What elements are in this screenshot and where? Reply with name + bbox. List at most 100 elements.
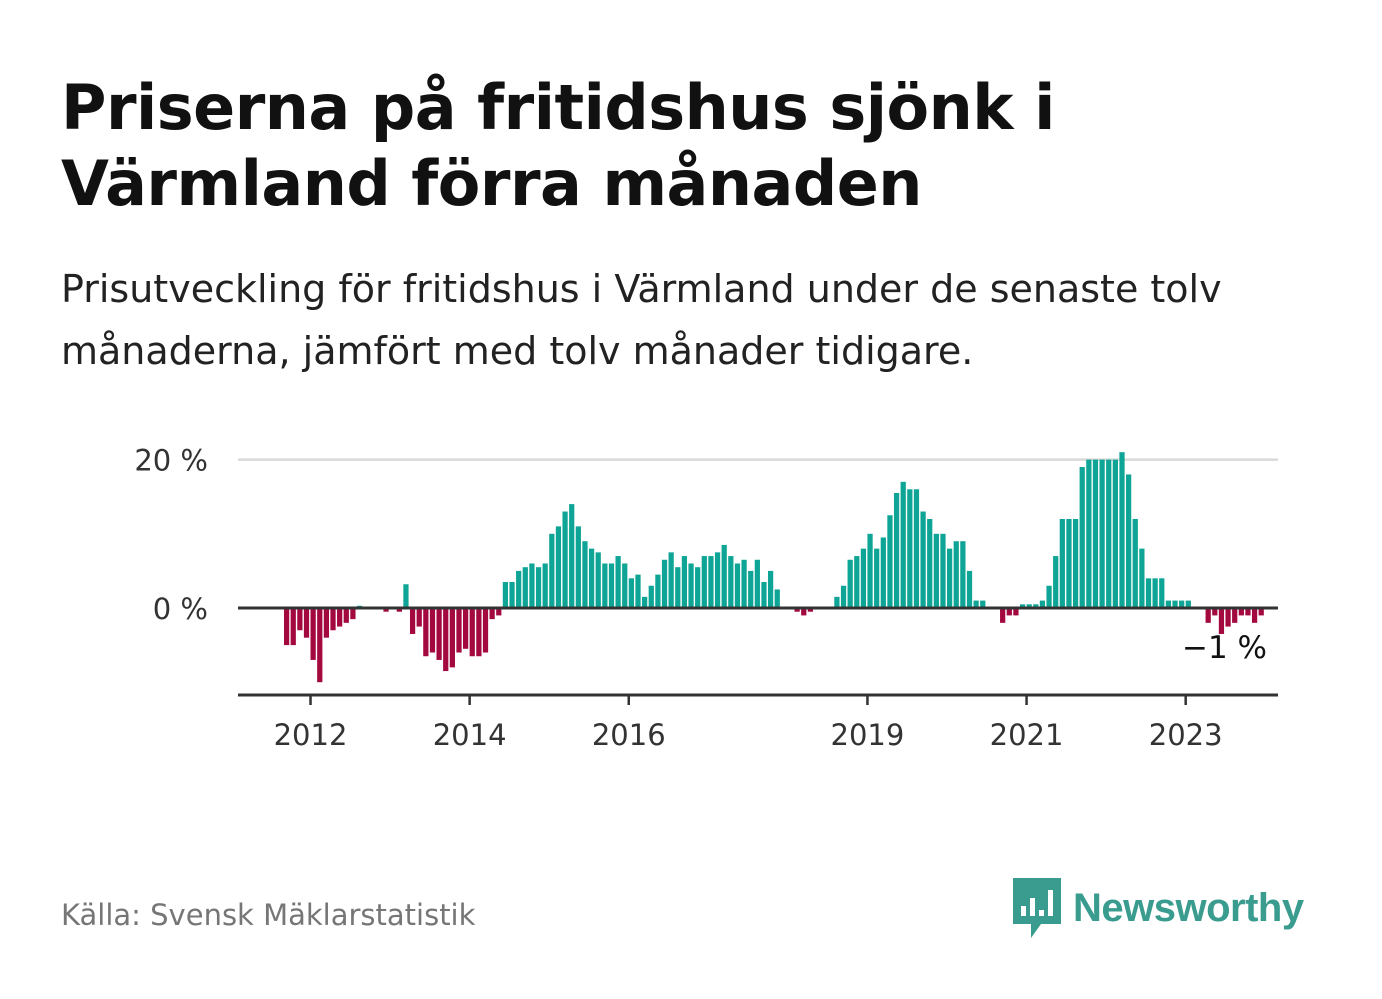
- bar: [1165, 600, 1172, 608]
- x-tick-label: 2014: [433, 718, 507, 752]
- bar: [1251, 608, 1258, 623]
- x-tick-label: 2012: [274, 718, 348, 752]
- bar: [549, 533, 555, 608]
- bar: [1072, 518, 1079, 608]
- bar: [1159, 578, 1165, 608]
- bar: [1106, 459, 1112, 608]
- bar: [1238, 608, 1244, 616]
- bar: [602, 563, 608, 608]
- bar: [1212, 608, 1218, 616]
- bar: [933, 533, 939, 608]
- bar: [615, 556, 621, 608]
- x-tick-label: 2016: [592, 718, 666, 752]
- bar: [1126, 474, 1132, 608]
- bar: [482, 608, 489, 653]
- bar: [1172, 600, 1178, 608]
- bar: [323, 608, 330, 638]
- bar: [350, 608, 356, 620]
- bar: [774, 589, 780, 608]
- bar: [1132, 518, 1138, 608]
- bar: [622, 563, 628, 608]
- bar: [807, 608, 813, 612]
- y-tick-label: 0 %: [153, 592, 208, 626]
- bar: [1145, 578, 1152, 608]
- bar: [688, 563, 694, 608]
- bar: [761, 582, 767, 608]
- bar: [1225, 608, 1231, 627]
- bar: [847, 559, 853, 608]
- bar: [668, 552, 674, 608]
- bar: [489, 608, 495, 620]
- bar: [529, 563, 535, 608]
- bar: [416, 608, 422, 627]
- bar: [588, 548, 595, 608]
- bar: [907, 489, 913, 608]
- bar: [1006, 608, 1012, 616]
- bar: [555, 526, 562, 608]
- bar: [648, 585, 654, 608]
- brand-name: Newsworthy: [1073, 885, 1304, 930]
- bar: [436, 608, 442, 660]
- bar: [867, 533, 873, 608]
- bar: [695, 567, 701, 608]
- bar: [801, 608, 807, 616]
- bar: [575, 526, 581, 608]
- bar: [754, 559, 760, 608]
- bar: [860, 548, 867, 608]
- bar: [569, 504, 575, 608]
- bar: [443, 608, 449, 672]
- x-axis-ticks: 2012 2014 2016 2019 2021 2023: [274, 695, 1223, 752]
- bar: [840, 585, 847, 608]
- bar: [940, 533, 946, 608]
- bar: [582, 541, 588, 608]
- bar: [767, 570, 774, 608]
- bar: [721, 544, 727, 608]
- bar: [748, 570, 754, 608]
- bar: [469, 608, 475, 657]
- x-tick-label: 2019: [831, 718, 905, 752]
- bar: [429, 608, 436, 653]
- bar: [1152, 578, 1158, 608]
- bar: [1033, 604, 1039, 608]
- bar: [973, 600, 979, 608]
- bar: [1086, 459, 1092, 608]
- bar: [1119, 452, 1125, 608]
- bar: [317, 608, 323, 683]
- bar: [1232, 608, 1238, 623]
- bar: [880, 537, 886, 608]
- bar: [343, 608, 349, 623]
- bar: [893, 492, 900, 608]
- chart-title: Priserna på fritidshus sjönk i Värmland …: [61, 71, 1055, 220]
- bar: [728, 556, 734, 608]
- bar: [509, 582, 515, 608]
- bar: [409, 608, 416, 634]
- brand-logo[interactable]: Newsworthy: [1011, 878, 1304, 938]
- bar: [1092, 459, 1099, 608]
- bar: [516, 570, 522, 608]
- bar: [927, 518, 933, 608]
- bar: [449, 608, 455, 668]
- bar: [953, 541, 959, 608]
- bar: [1066, 518, 1072, 608]
- bar: [290, 608, 296, 646]
- bar: [960, 541, 966, 608]
- bars: [284, 452, 1264, 683]
- bar: [1079, 467, 1085, 608]
- bar: [502, 582, 509, 608]
- bar: [714, 552, 721, 608]
- x-tick-label: 2021: [990, 718, 1064, 752]
- bar: [608, 563, 615, 608]
- last-value-label: −1 %: [1182, 630, 1267, 666]
- bar: [535, 567, 542, 608]
- bar: [635, 574, 641, 608]
- bar: [1205, 608, 1211, 623]
- bar: [297, 608, 303, 631]
- bar: [887, 515, 893, 608]
- bar: [1039, 600, 1046, 608]
- bar: [463, 608, 469, 649]
- bar: [661, 559, 668, 608]
- bar: [1053, 556, 1059, 608]
- bar: [913, 489, 920, 608]
- bar: [920, 511, 926, 608]
- bar: [423, 608, 429, 657]
